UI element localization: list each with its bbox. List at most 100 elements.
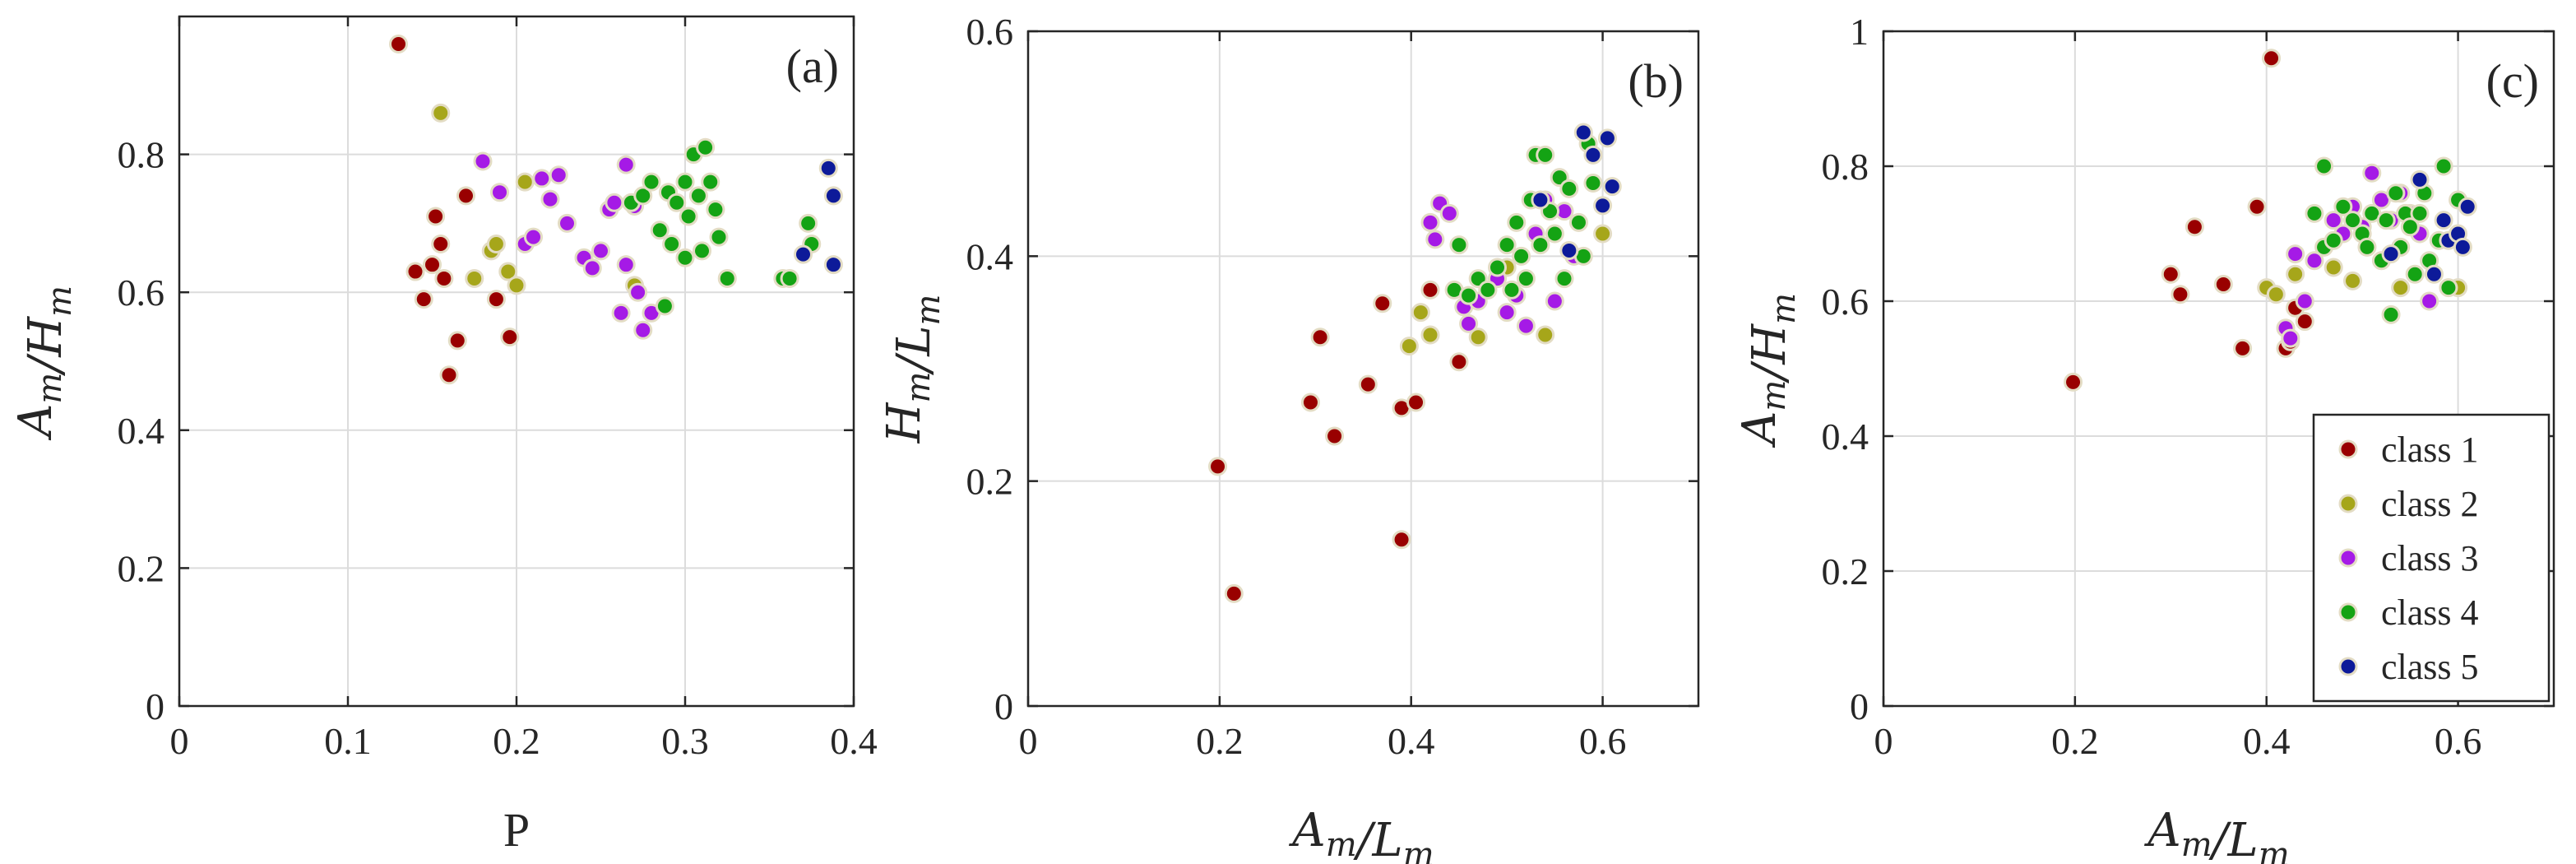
data-point-class-5	[823, 186, 843, 206]
data-point-class-4	[633, 186, 653, 206]
y-tick-label: 0	[146, 685, 164, 727]
x-axis-label: Am/Lm	[2143, 804, 2289, 864]
data-point-class-1	[2262, 49, 2282, 68]
data-point-class-4	[1545, 224, 1564, 244]
data-point-class-3	[540, 189, 560, 209]
data-point-class-4	[1554, 269, 1574, 289]
data-point-class-3	[591, 241, 610, 261]
data-point-class-2	[2391, 278, 2411, 298]
data-point-class-5	[818, 158, 838, 178]
data-point-class-4	[1559, 179, 1579, 198]
data-point-class-3	[490, 183, 509, 202]
legend-marker-class-4	[2338, 602, 2358, 622]
data-point-class-4	[655, 296, 674, 316]
data-point-class-4	[1536, 145, 1555, 165]
data-point-class-1	[1325, 426, 1345, 446]
data-point-class-4	[2400, 217, 2420, 237]
y-tick-label: 0.4	[1822, 416, 1869, 458]
data-point-class-1	[2161, 264, 2180, 284]
data-point-class-1	[439, 365, 459, 385]
data-point-class-4	[662, 235, 682, 254]
data-point-class-1	[447, 331, 467, 351]
data-point-class-5	[1531, 190, 1550, 210]
y-axis-label: Hm/Lm	[878, 295, 947, 444]
data-point-class-1	[486, 290, 506, 309]
legend-label: class 4	[2381, 592, 2479, 633]
data-point-class-4	[1512, 246, 1531, 266]
x-axis-label: Am/Lm	[1288, 804, 1434, 864]
data-point-class-4	[693, 241, 711, 261]
legend: class 1 class 2 class 3 class 4 class 5	[2312, 413, 2551, 703]
data-point-class-1	[1406, 393, 1426, 412]
legend-label: class 2	[2381, 484, 2479, 524]
data-point-class-2	[1399, 337, 1419, 356]
data-point-class-2	[1468, 327, 1488, 347]
y-tick-label: 1	[1850, 11, 1869, 53]
data-point-class-1	[2295, 312, 2314, 332]
data-point-class-3	[611, 303, 631, 323]
data-point-class-4	[650, 221, 669, 240]
data-point-class-3	[524, 227, 543, 247]
data-point-class-4	[2434, 156, 2453, 176]
x-tick-label: 0.2	[493, 720, 540, 762]
data-point-class-4	[2323, 230, 2343, 250]
plot-frame	[1026, 30, 1700, 708]
x-tick-label: 0	[1019, 720, 1038, 762]
data-point-class-1	[405, 262, 425, 281]
data-point-class-4	[2314, 156, 2334, 176]
data-point-class-1	[500, 327, 520, 347]
data-point-class-4	[1459, 286, 1479, 305]
data-point-class-1	[423, 255, 442, 275]
data-point-class-5	[2424, 264, 2444, 284]
data-point-class-2	[2323, 258, 2343, 277]
x-tick-label: 0.2	[2051, 720, 2099, 762]
data-point-class-1	[434, 268, 454, 288]
legend-label: class 3	[2381, 538, 2479, 578]
y-tick-label: 0.8	[118, 134, 165, 176]
data-point-class-4	[780, 268, 799, 288]
panel-label: (c)	[2486, 54, 2539, 108]
data-point-class-1	[1373, 294, 1392, 314]
data-point-class-1	[389, 35, 408, 54]
panel-label: (b)	[1628, 54, 1684, 108]
legend-label: class 5	[2381, 647, 2479, 687]
data-point-class-3	[1497, 303, 1517, 323]
data-point-class-5	[2434, 211, 2453, 230]
y-tick-label: 0.6	[118, 272, 165, 314]
data-point-class-1	[456, 186, 475, 206]
panel-label: (a)	[786, 39, 839, 93]
data-point-class-5	[1559, 241, 1579, 260]
data-point-class-4	[2343, 211, 2362, 230]
data-point-class-4	[717, 268, 737, 288]
data-point-class-3	[2281, 328, 2300, 348]
data-point-class-4	[1497, 235, 1517, 255]
data-point-class-3	[2295, 291, 2314, 311]
data-point-class-4	[2376, 211, 2396, 230]
data-point-class-4	[696, 137, 716, 157]
data-point-class-4	[2357, 237, 2377, 257]
data-point-class-5	[794, 244, 813, 264]
y-tick-label: 0.8	[1822, 146, 1869, 188]
data-point-class-2	[1411, 303, 1430, 323]
plot-frame	[178, 15, 855, 708]
x-axis-label: P	[503, 803, 530, 857]
data-point-class-4	[1478, 280, 1498, 300]
data-point-class-1	[1392, 530, 1411, 550]
data-point-class-2	[2343, 271, 2362, 290]
data-point-class-5	[2381, 244, 2401, 264]
data-point-class-3	[633, 320, 653, 340]
data-point-class-4	[799, 213, 818, 233]
data-point-class-5	[823, 255, 843, 275]
data-point-class-1	[2171, 285, 2190, 304]
data-point-class-4	[2410, 203, 2430, 223]
legend-marker-class-1	[2338, 439, 2358, 459]
data-point-class-2	[498, 262, 518, 281]
data-point-class-4	[709, 227, 729, 247]
data-point-class-1	[2233, 338, 2253, 358]
x-tick-label: 0.4	[1388, 720, 1435, 762]
data-point-class-5	[2410, 170, 2430, 189]
data-point-class-5	[1602, 177, 1622, 197]
x-tick-label: 0.6	[2435, 720, 2482, 762]
data-point-class-3	[605, 193, 624, 212]
data-point-class-3	[2420, 291, 2439, 311]
